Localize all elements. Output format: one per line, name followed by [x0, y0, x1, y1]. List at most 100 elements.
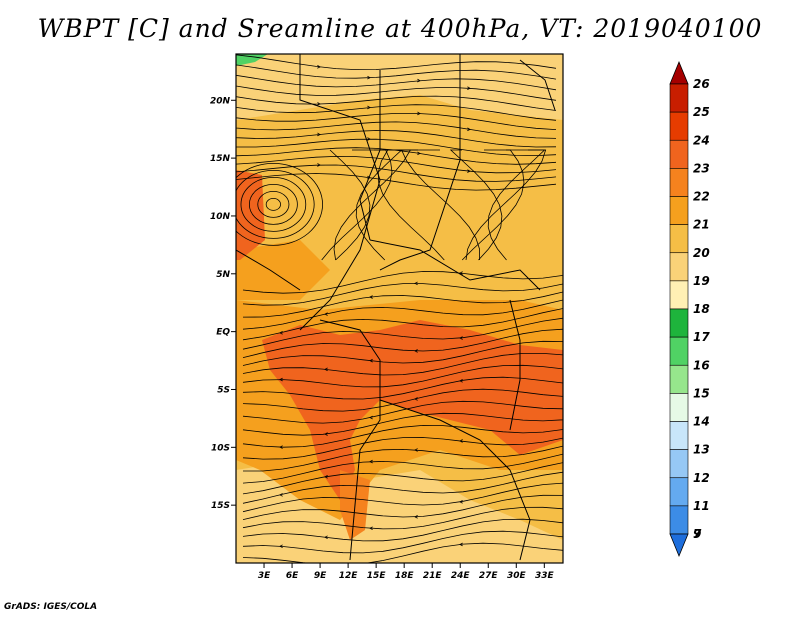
- streamline: [248, 183, 298, 225]
- streamline-arrow: [414, 448, 418, 452]
- colorbar-swatch: [669, 196, 689, 225]
- streamline: [242, 494, 563, 520]
- streamline: [242, 388, 563, 412]
- streamline-arrow: [467, 127, 471, 132]
- lon-tick-label: 24E: [451, 571, 471, 581]
- streamline: [236, 113, 557, 130]
- streamline: [240, 176, 307, 232]
- streamline-arrow: [369, 459, 373, 464]
- colorbar-label: 20: [693, 246, 710, 260]
- colorbar-swatch: [669, 280, 689, 310]
- colorbar-swatch: [669, 83, 689, 113]
- colorbar-swatch: [669, 449, 689, 479]
- field-22-23-core: [262, 320, 563, 500]
- streamline: [236, 169, 315, 239]
- colorbar-swatch: [669, 252, 689, 282]
- streamline-arrow: [279, 544, 283, 549]
- streamline: [465, 149, 547, 261]
- streamline-arrow: [279, 377, 283, 382]
- colorbar-swatch: [669, 505, 689, 535]
- streamline-arrow: [459, 379, 463, 383]
- colorbar-label: 24: [693, 133, 710, 147]
- streamline-arrow: [414, 281, 418, 286]
- border-coast-nigeria: [236, 249, 301, 291]
- streamline: [236, 74, 557, 91]
- streamline-arrow: [414, 515, 418, 519]
- lon-tick-label: 12E: [339, 571, 359, 581]
- streamline-arrow: [459, 336, 463, 340]
- streamline-arrow: [459, 271, 463, 275]
- streamline: [321, 149, 393, 261]
- border-car: [369, 239, 541, 291]
- streamline: [243, 445, 563, 472]
- streamline-arrow: [317, 65, 321, 69]
- colorbar-label: 22: [693, 190, 710, 204]
- streamline: [242, 328, 563, 358]
- colorbar-label: 12: [693, 471, 710, 485]
- map-axes: 3E 6E 9E 12E 15E 18E 21E 24E 27E 30E 33E 20N 15N 10N 5…: [210, 96, 555, 581]
- streamline: [257, 190, 290, 218]
- streamline: [242, 482, 563, 513]
- streamline: [400, 149, 480, 261]
- streamline: [329, 149, 371, 261]
- colorbar-label: 16: [693, 358, 710, 372]
- streamline-arrow: [279, 445, 283, 449]
- streamline: [242, 400, 563, 424]
- colorbar-label: 25: [693, 105, 710, 119]
- streamline: [236, 138, 557, 157]
- colorbar-label: 14: [693, 415, 710, 429]
- streamline: [242, 435, 563, 460]
- border-nile: [519, 59, 556, 111]
- streamline: [242, 353, 563, 376]
- streamline-arrow: [414, 349, 418, 353]
- lon-tick-label: 18E: [395, 571, 415, 581]
- lon-tick-label: 9E: [314, 571, 327, 581]
- field-22-23-west: [236, 170, 265, 260]
- colorbar-swatch: [669, 477, 689, 507]
- streamline: [236, 104, 557, 121]
- colorbar-swatch: [669, 168, 689, 197]
- streamline-arrow: [367, 105, 371, 110]
- streamline: [236, 54, 557, 71]
- streamline: [236, 155, 557, 174]
- streamline: [242, 412, 563, 436]
- streamline-arrow: [317, 163, 321, 167]
- streamline: [242, 281, 563, 306]
- lat-tick-label: 5N: [216, 270, 230, 280]
- streamline: [236, 164, 557, 182]
- streamline: [242, 376, 563, 400]
- colorbar-label: 26: [693, 77, 710, 91]
- streamline: [242, 471, 563, 504]
- streamline-arrow: [324, 312, 328, 316]
- colorbar-label: 17: [693, 330, 710, 344]
- streamline: [265, 197, 281, 211]
- border-east-lakes: [509, 299, 521, 431]
- map-title: WBPT [C] and Sreamline at 400hPa, VT: 20…: [37, 14, 763, 43]
- streamline-arrow: [324, 367, 328, 372]
- border-west-sahel: [299, 54, 381, 331]
- lat-tick-label: 15S: [211, 501, 230, 511]
- colorbar-label: 11: [693, 499, 710, 513]
- streamline-arrow: [417, 111, 421, 116]
- streamline: [242, 424, 563, 448]
- streamline: [236, 64, 557, 80]
- map-frame: [235, 53, 564, 564]
- colorbar-label: 21: [693, 218, 710, 232]
- streamline: [242, 364, 563, 388]
- streamline: [236, 147, 557, 165]
- border-congo-angola: [319, 319, 381, 561]
- colorbar-label: 7: [693, 527, 702, 541]
- colorbar-swatch: [669, 336, 689, 366]
- colorbar-label: 19: [693, 274, 710, 288]
- streamline: [242, 317, 563, 350]
- streamline-arrow: [369, 295, 373, 299]
- colorbar-label: 9: [693, 527, 701, 541]
- lon-tick-label: 27E: [479, 571, 499, 581]
- streamline-arrow: [317, 102, 321, 106]
- country-borders: [236, 54, 556, 561]
- streamline-arrow: [324, 475, 328, 479]
- streamline-arrow: [417, 151, 421, 156]
- streamline-arrow: [367, 75, 371, 80]
- streamline: [333, 149, 412, 261]
